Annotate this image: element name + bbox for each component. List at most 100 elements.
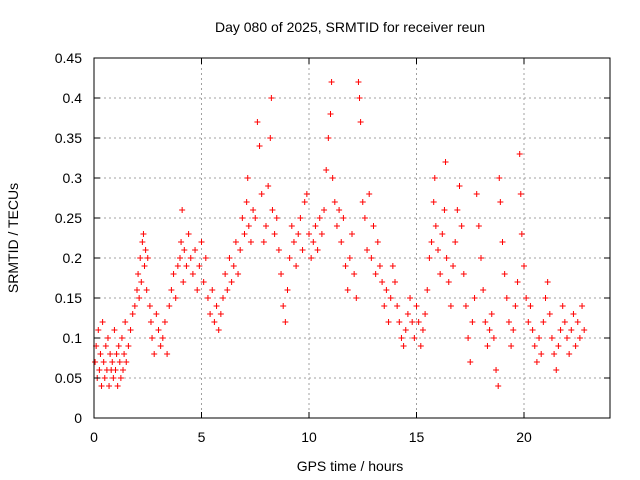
data-point <box>204 295 211 301</box>
data-point <box>336 207 343 213</box>
data-point <box>224 287 231 293</box>
data-point <box>450 263 457 269</box>
data-point <box>368 255 375 261</box>
data-point <box>306 231 312 237</box>
data-point <box>374 239 381 245</box>
data-point <box>241 231 248 237</box>
data-point <box>244 175 251 181</box>
data-point <box>198 239 205 245</box>
data-point <box>250 207 257 213</box>
data-point <box>166 303 173 309</box>
data-point <box>107 351 114 357</box>
data-point <box>439 231 446 237</box>
data-point <box>465 335 472 341</box>
data-point <box>356 95 363 101</box>
data-point <box>411 335 418 341</box>
data-point <box>576 335 583 341</box>
data-point <box>514 279 521 285</box>
data-point <box>179 207 186 213</box>
data-point <box>278 271 285 277</box>
data-point <box>146 303 153 309</box>
data-point <box>475 223 482 229</box>
data-point <box>147 319 154 325</box>
data-point <box>364 247 371 253</box>
data-point <box>316 215 323 221</box>
data-point <box>109 359 116 365</box>
data-point <box>237 247 244 253</box>
data-point <box>413 303 420 309</box>
data-point <box>131 303 138 309</box>
data-point <box>209 287 216 293</box>
data-point <box>493 367 500 373</box>
x-tick-label: 5 <box>198 429 206 445</box>
data-point <box>473 191 480 197</box>
data-point <box>460 271 467 277</box>
data-point <box>308 255 315 261</box>
data-point <box>288 223 295 229</box>
data-point <box>572 343 579 349</box>
data-point <box>407 295 414 301</box>
data-point <box>136 295 143 301</box>
data-point <box>389 263 396 269</box>
data-point <box>385 319 392 325</box>
data-point <box>177 255 183 261</box>
data-point <box>430 199 437 205</box>
data-point <box>361 215 368 221</box>
data-point <box>396 319 403 325</box>
data-point <box>409 319 416 325</box>
data-point <box>143 287 150 293</box>
data-point <box>168 287 175 293</box>
data-point <box>159 335 166 341</box>
data-point <box>426 255 433 261</box>
data-point <box>435 247 441 253</box>
data-point <box>202 255 209 261</box>
data-point <box>424 287 431 293</box>
data-point <box>447 303 454 309</box>
data-point <box>181 247 188 253</box>
data-point <box>376 263 383 269</box>
data-point <box>437 271 444 277</box>
y-tick-label: 0.35 <box>55 130 82 146</box>
data-point <box>269 207 276 213</box>
data-point <box>295 231 302 237</box>
data-point <box>531 343 538 349</box>
data-point <box>566 351 573 357</box>
data-point <box>370 223 377 229</box>
data-point <box>557 327 564 333</box>
data-point <box>95 327 102 333</box>
data-point <box>252 215 259 221</box>
data-point <box>497 199 504 205</box>
data-point <box>268 95 275 101</box>
data-point <box>445 279 452 285</box>
data-point <box>144 255 151 261</box>
x-tick-label: 20 <box>516 429 532 445</box>
data-point <box>114 383 121 389</box>
y-tick-label: 0.2 <box>63 250 83 266</box>
data-point <box>138 279 145 285</box>
data-point <box>551 351 558 357</box>
data-point <box>478 255 484 261</box>
y-tick-label: 0 <box>74 410 82 426</box>
data-point <box>568 327 575 333</box>
data-point <box>486 327 493 333</box>
data-point <box>462 303 469 309</box>
data-point <box>196 263 203 269</box>
data-point <box>383 287 390 293</box>
data-point <box>172 295 179 301</box>
data-point <box>174 263 181 269</box>
data-point <box>505 319 512 325</box>
data-point <box>379 279 386 285</box>
x-tick-label: 0 <box>90 429 98 445</box>
data-point <box>402 327 409 333</box>
data-point <box>419 327 426 333</box>
data-point <box>284 287 291 293</box>
data-point <box>116 359 123 365</box>
plot-frame <box>93 57 611 419</box>
data-point <box>381 303 388 309</box>
y-tick-label: 0.25 <box>55 210 82 226</box>
data-point <box>359 199 366 205</box>
data-point <box>247 239 254 245</box>
x-tick-label: 15 <box>409 429 425 445</box>
data-point <box>417 343 424 349</box>
